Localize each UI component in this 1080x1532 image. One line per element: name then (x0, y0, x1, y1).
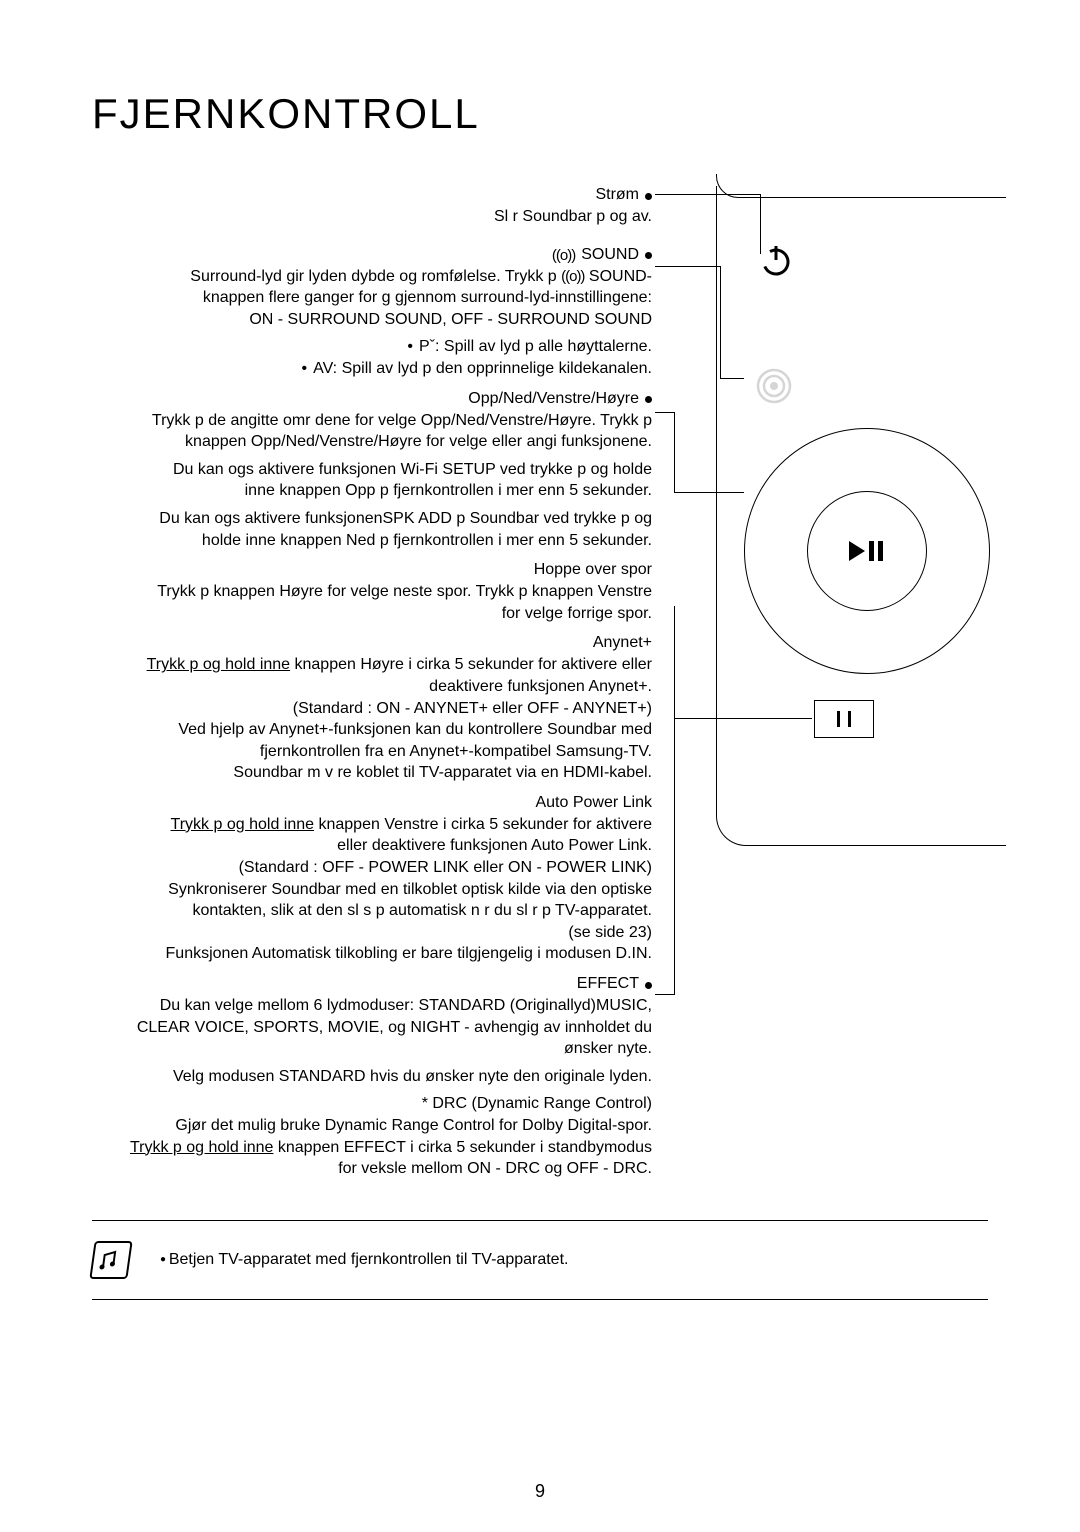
effect-label: EFFECT (577, 975, 639, 993)
sound-icon (752, 364, 796, 408)
section-apl: Auto Power Link Trykk p og hold inne kna… (92, 794, 652, 965)
hoppe-label: Hoppe over spor (534, 561, 652, 579)
section-anynet: Anynet+ Trykk p og hold inne knappen Høy… (92, 634, 652, 784)
effect-body7-u: Trykk p og hold inne (130, 1139, 273, 1156)
sound-label: SOUND (581, 246, 639, 264)
note-row: Betjen TV-apparatet med fjernkontrollen … (92, 1241, 988, 1279)
apl-body7: Funksjonen Automatisk tilkobling er bare… (92, 943, 652, 965)
section-sound: ((o)) SOUND Surround-lyd gir lyden dybde… (92, 246, 652, 380)
connector-line (674, 492, 744, 493)
apl-body2: eller deaktivere funksjonen Auto Power L… (92, 835, 652, 857)
effect-body8: for veksle mellom ON - DRC og OFF - DRC. (92, 1158, 652, 1180)
anynet-body2: deaktivere funksjonen Anynet+. (92, 676, 652, 698)
anynet-body1-tail: knappen Høyre i cirka 5 sekunder for akt… (290, 656, 652, 673)
sound-body3: ON - SURROUND SOUND, OFF - SURROUND SOUN… (92, 309, 652, 331)
connector-line (655, 194, 761, 195)
sound-inline-icon: ((o)) (552, 247, 575, 264)
section-dpad: Opp/Ned/Venstre/Høyre Trykk p de angitte… (92, 390, 652, 552)
effect-body5: * DRC (Dynamic Range Control) (92, 1093, 652, 1115)
strom-label: Strøm (595, 186, 639, 204)
apl-body1-tail: knappen Venstre i cirka 5 sekunder for a… (314, 816, 652, 833)
effect-body1: Du kan velge mellom 6 lydmoduser: STANDA… (92, 995, 652, 1017)
apl-body4: Synkroniserer Soundbar med en tilkoblet … (92, 879, 652, 901)
play-pause-icon (807, 491, 927, 611)
dpad-body6: holde inne knappen Ned p fjernkontrollen… (92, 530, 652, 552)
anynet-body6: Soundbar m v re koblet til TV-apparatet … (92, 762, 652, 784)
content-area: Strøm Sl r Soundbar p og av. ((o)) SOUND… (92, 186, 988, 1180)
anynet-body1: Trykk p og hold inne knappen Høyre i cir… (92, 654, 652, 676)
anynet-body3: (Standard : ON - ANYNET+ eller OFF - ANY… (92, 698, 652, 720)
sound-body1-tail: SOUND- (589, 268, 652, 285)
connector-dot (645, 396, 652, 403)
dpad-circle (744, 428, 990, 674)
connector-line (655, 994, 675, 995)
dpad-body2: knappen Opp/Ned/Venstre/Høyre for velge … (92, 431, 652, 453)
connector-line (674, 718, 812, 719)
hoppe-body1: Trykk p knappen Høyre for velge neste sp… (92, 581, 652, 603)
strom-body: Sl r Soundbar p og av. (92, 206, 652, 228)
connector-line (720, 378, 744, 379)
anynet-body1-u: Trykk p og hold inne (147, 656, 290, 673)
anynet-body5: fjernkontrollen fra en Anynet+-kompatibe… (92, 741, 652, 763)
effect-bar (848, 711, 851, 727)
dpad-body5: Du kan ogs aktivere funksjonenSPK ADD p … (92, 508, 652, 530)
effect-bar (837, 711, 840, 727)
page-title: FJERNKONTROLL (92, 90, 988, 138)
apl-body3: (Standard : OFF - POWER LINK eller ON - … (92, 857, 652, 879)
sound-bullet2: AV: Spill av lyd p den opprinnelige kild… (313, 358, 652, 380)
hoppe-body2: for velge forrige spor. (92, 603, 652, 625)
effect-body4: Velg modusen STANDARD hvis du ønsker nyt… (92, 1066, 652, 1088)
connector-dot (645, 193, 652, 200)
remote-diagram (696, 186, 1016, 886)
apl-body6: (se side 23) (92, 922, 652, 944)
sound-body: Surround-lyd gir lyden dybde og romfølel… (92, 266, 652, 288)
connector-line (655, 266, 721, 267)
connector-line (720, 266, 721, 378)
divider (92, 1299, 988, 1300)
section-hoppe: Hoppe over spor Trykk p knappen Høyre fo… (92, 561, 652, 624)
note-icon (89, 1241, 132, 1279)
effect-body2: CLEAR VOICE, SPORTS, MOVIE, og NIGHT - a… (92, 1017, 652, 1039)
connector-dot (645, 982, 652, 989)
sound-body1: Surround-lyd gir lyden dybde og romfølel… (190, 268, 561, 285)
connector-line (760, 194, 761, 254)
section-effect: EFFECT Du kan velge mellom 6 lydmoduser:… (92, 975, 652, 1180)
connector-line (655, 412, 675, 413)
apl-body1-u: Trykk p og hold inne (171, 816, 314, 833)
connector-line (674, 412, 675, 492)
effect-body7: Trykk p og hold inne knappen EFFECT i ci… (92, 1137, 652, 1159)
text-column: Strøm Sl r Soundbar p og av. ((o)) SOUND… (92, 186, 652, 1180)
effect-button-icon (814, 700, 874, 738)
divider (92, 1220, 988, 1221)
apl-label: Auto Power Link (535, 794, 652, 812)
dpad-body3: Du kan ogs aktivere funksjonen Wi-Fi SET… (92, 459, 652, 481)
apl-body1: Trykk p og hold inne knappen Venstre i c… (92, 814, 652, 836)
page-number: 9 (535, 1481, 545, 1502)
apl-body5: kontakten, slik at den sl s p automatisk… (92, 900, 652, 922)
note-text: Betjen TV-apparatet med fjernkontrollen … (160, 1249, 568, 1271)
effect-body3: ønsker nyte. (92, 1038, 652, 1060)
sound-inline-icon-2: ((o)) (561, 268, 584, 285)
anynet-label: Anynet+ (593, 634, 652, 652)
anynet-body4: Ved hjelp av Anynet+-funksjonen kan du k… (92, 719, 652, 741)
dpad-label: Opp/Ned/Venstre/Høyre (468, 390, 639, 408)
effect-body7-tail: knappen EFFECT i cirka 5 sekunder i stan… (273, 1139, 652, 1156)
dpad-body1: Trykk p de angitte omr dene for velge Op… (92, 410, 652, 432)
sound-bullet1: Pˇ: Spill av lyd p alle høyttalerne. (419, 336, 652, 358)
connector-line (674, 606, 675, 994)
power-icon (758, 242, 794, 283)
sound-body2: knappen flere ganger for g gjennom surro… (92, 287, 652, 309)
effect-body6: Gjør det mulig bruke Dynamic Range Contr… (92, 1115, 652, 1137)
section-strom: Strøm Sl r Soundbar p og av. (92, 186, 652, 228)
dpad-body4: inne knappen Opp p fjernkontrollen i mer… (92, 480, 652, 502)
connector-dot (645, 252, 652, 259)
